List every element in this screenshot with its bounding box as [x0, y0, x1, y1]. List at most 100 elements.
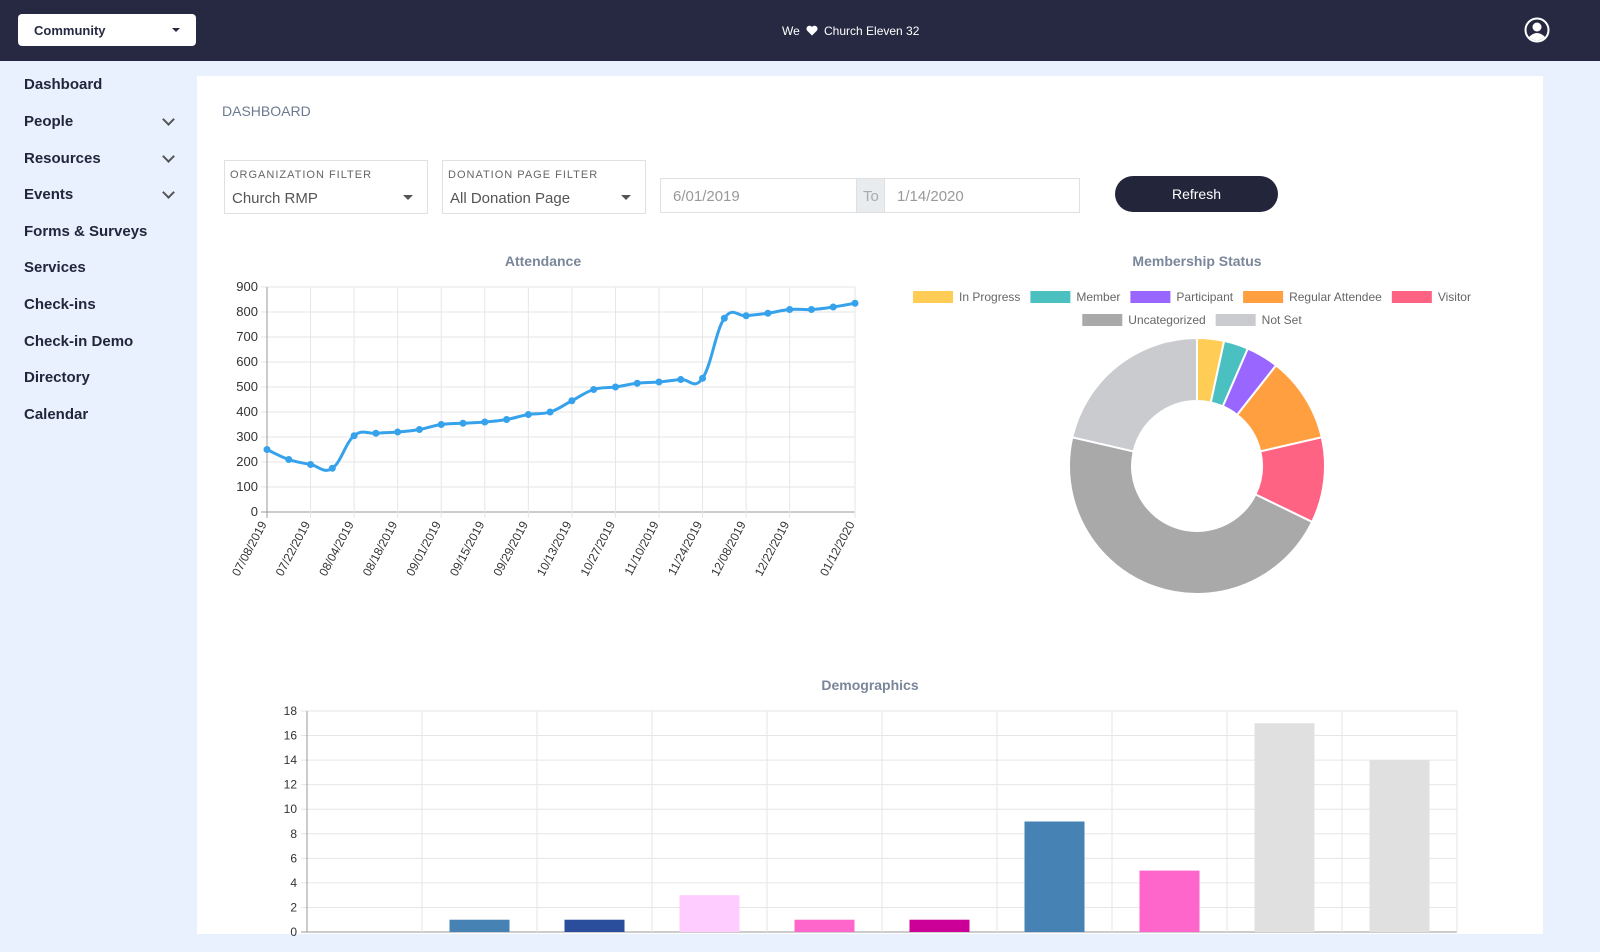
point: [503, 416, 511, 423]
bar: [1254, 723, 1315, 932]
brand-name: Church Eleven 32: [824, 24, 920, 38]
x-tick-label: 11/24/2019: [665, 519, 705, 578]
nav-item[interactable]: Events: [24, 186, 74, 203]
y-tick-label: 2: [290, 900, 297, 914]
y-tick-label: 6: [290, 851, 297, 865]
nav-item[interactable]: Resources: [24, 150, 101, 167]
nav-item[interactable]: Services: [24, 259, 86, 276]
caret: [403, 195, 413, 205]
doughnut-segment: [1071, 336, 1198, 453]
legend-label: Member: [1076, 290, 1120, 304]
point: [786, 306, 794, 313]
point: [611, 383, 619, 391]
heart-icon: [806, 25, 818, 36]
point: [328, 464, 336, 472]
refresh-button[interactable]: Refresh: [1115, 176, 1278, 212]
point: [459, 419, 467, 427]
point: [655, 378, 663, 386]
point: [590, 386, 598, 393]
point: [415, 426, 423, 433]
y-tick-label: 0: [290, 925, 297, 939]
legend-label: Regular Attendee: [1289, 290, 1382, 304]
legend-swatch: [1130, 291, 1171, 303]
y-tick-label: 600: [236, 354, 258, 369]
point: [437, 421, 445, 428]
y-tick-label: 12: [284, 778, 298, 792]
caret: [621, 195, 631, 205]
caret: [172, 28, 180, 36]
user-icon[interactable]: [1524, 17, 1550, 43]
top-bar: Community We Church Eleven 32: [0, 0, 1600, 61]
x-tick-label: 09/15/2019: [447, 519, 488, 579]
organization-filter[interactable]: [224, 160, 428, 214]
y-tick-label: 200: [236, 454, 258, 469]
x-tick-label: 08/18/2019: [360, 519, 401, 579]
x-tick-label: 07/08/2019: [229, 519, 270, 579]
nav-item[interactable]: Forms & Surveys: [24, 223, 148, 240]
app-menu[interactable]: Community: [18, 14, 196, 46]
chart-title: Attendance: [505, 253, 581, 269]
point: [807, 306, 815, 313]
point: [677, 376, 685, 383]
nav-item[interactable]: Dashboard: [24, 76, 103, 93]
bar: [1139, 870, 1200, 932]
x-tick-label: 10/13/2019: [534, 519, 575, 579]
y-tick-label: 16: [284, 729, 298, 743]
point: [851, 299, 859, 307]
x-tick-label: 12/08/2019: [708, 519, 749, 579]
x-tick-label: 12/22/2019: [752, 519, 793, 579]
legend-label: Not Set: [1262, 313, 1303, 327]
y-tick-label: 700: [236, 329, 258, 344]
bar: [1369, 760, 1430, 932]
y-tick-label: 14: [284, 753, 298, 767]
point: [742, 312, 750, 320]
y-tick-label: 100: [236, 479, 258, 494]
x-tick-label: 01/12/2020: [817, 519, 858, 579]
nav-item[interactable]: Directory: [24, 369, 90, 386]
filter-value: Church RMP: [232, 190, 318, 207]
legend-swatch: [1030, 291, 1071, 303]
point: [481, 418, 489, 426]
point: [394, 428, 402, 436]
legend-label: Uncategorized: [1128, 313, 1205, 327]
nav-item[interactable]: People: [24, 113, 74, 130]
page-title: DASHBOARD: [222, 103, 311, 119]
point: [285, 456, 293, 463]
bar: [564, 919, 625, 932]
point: [568, 397, 576, 405]
date-separator: To: [856, 178, 885, 213]
legend-swatch: [913, 291, 954, 303]
donation-page-filter[interactable]: [442, 160, 646, 214]
legend-label: Participant: [1176, 290, 1233, 304]
line: [266, 301, 856, 472]
nav-item[interactable]: Check-ins: [24, 296, 96, 313]
date-to[interactable]: 1/14/2020: [884, 178, 1080, 213]
point: [699, 374, 707, 382]
y-tick-label: 18: [284, 704, 298, 718]
nav-item[interactable]: Calendar: [24, 406, 89, 423]
chart-title: Membership Status: [1132, 253, 1261, 269]
point: [263, 446, 271, 453]
filter-value: All Donation Page: [450, 190, 571, 207]
bar: [909, 919, 970, 932]
x-tick-label: 11/10/2019: [622, 519, 662, 578]
bar: [449, 919, 510, 932]
y-tick-label: 10: [284, 802, 298, 816]
bar: [794, 919, 855, 932]
point: [720, 314, 728, 322]
legend-swatch: [1243, 291, 1284, 303]
filter-label: ORGANIZATION FILTER: [230, 169, 373, 181]
legend-swatch: [1215, 314, 1256, 326]
point: [829, 303, 837, 311]
legend-swatch: [1082, 314, 1123, 326]
doughnut-segment: [1068, 436, 1314, 595]
x-tick-label: 09/01/2019: [403, 519, 444, 579]
nav-item[interactable]: Check-in Demo: [24, 333, 134, 350]
chart-title: Demographics: [821, 677, 918, 693]
x-tick-label: 07/22/2019: [273, 519, 314, 579]
y-tick-label: 8: [290, 827, 297, 841]
bar: [1024, 821, 1085, 932]
x-tick-label: 08/04/2019: [316, 519, 357, 579]
